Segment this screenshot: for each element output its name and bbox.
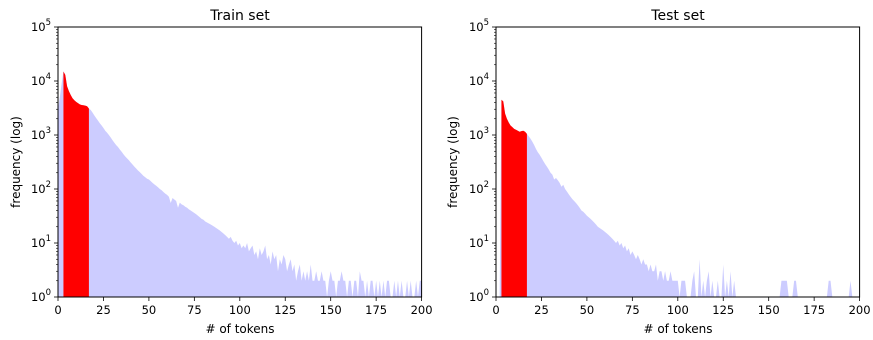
x-tick-label: 25 [96, 303, 111, 317]
x-tick-label: 75 [187, 303, 202, 317]
x-tick-label: 0 [492, 303, 499, 317]
y-tick-label: 101 [31, 234, 51, 250]
x-tick-label: 175 [365, 303, 387, 317]
x-tick-label: 50 [580, 303, 595, 317]
x-tick-label: 50 [142, 303, 157, 317]
highlighted-range-area [63, 71, 89, 298]
highlighted-range-area [501, 99, 527, 297]
y-axis-label: frequency (log) [9, 116, 23, 208]
x-tick-label: 100 [229, 303, 251, 317]
y-tick-label: 101 [469, 234, 489, 250]
x-tick-label: 200 [849, 303, 871, 317]
panel-title: Train set [209, 8, 270, 24]
x-tick-label: 100 [667, 303, 689, 317]
test-set-panel: Test set 0 25 50 75 100 125 150 175 200 100 101 102… [446, 8, 871, 336]
distribution-area [58, 71, 422, 298]
x-tick-label: 0 [54, 303, 61, 317]
x-tick-label: 125 [712, 303, 734, 317]
x-tick-label: 25 [534, 303, 549, 317]
x-tick-label: 175 [803, 303, 825, 317]
x-tick-label: 125 [274, 303, 296, 317]
x-axis-label: # of tokens [205, 322, 274, 336]
x-tick-label: 200 [411, 303, 433, 317]
x-tick-label: 150 [320, 303, 342, 317]
y-tick-label: 102 [469, 180, 489, 196]
x-tick-label: 75 [625, 303, 640, 317]
y-tick-label: 105 [469, 18, 489, 34]
y-tick-label: 104 [31, 72, 51, 88]
y-tick-label: 103 [31, 126, 51, 142]
y-tick-label: 100 [31, 288, 51, 304]
y-tick-label: 104 [469, 72, 489, 88]
y-tick-label: 105 [31, 18, 51, 34]
train-set-panel: Train set 0 25 50 75 100 125 150 175 200 100 101 10… [9, 8, 433, 336]
x-axis-label: # of tokens [643, 322, 712, 336]
x-tick-label: 150 [758, 303, 780, 317]
y-tick-label: 103 [469, 126, 489, 142]
y-tick-label: 102 [31, 180, 51, 196]
distribution-area [496, 99, 860, 297]
y-tick-label: 100 [469, 288, 489, 304]
y-axis-label: frequency (log) [446, 116, 460, 208]
panel-title: Test set [650, 8, 705, 24]
